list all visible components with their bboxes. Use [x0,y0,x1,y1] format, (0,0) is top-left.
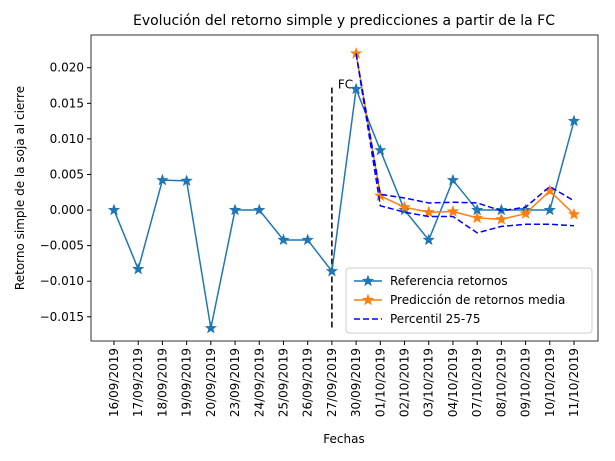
star-marker [301,233,314,246]
x-tick-label: 23/09/2019 [228,348,242,417]
series-line [355,53,575,234]
star-marker [446,205,460,217]
x-tick-label: 07/10/2019 [470,348,484,417]
series-line [355,53,575,212]
legend-marker [361,274,375,287]
x-tick-label: 19/09/2019 [180,348,194,417]
x-tick-label: 18/09/2019 [155,348,169,417]
star-marker [180,174,193,187]
star-marker [422,205,435,218]
star-marker [495,203,508,216]
star-marker [567,207,581,220]
x-tick-label: 08/10/2019 [494,348,508,417]
y-axis-label: Retorno simple de la soja al cierre [13,86,27,290]
x-tick-label: 04/10/2019 [446,348,460,417]
plot-frame [90,34,599,342]
x-tick-label: 24/09/2019 [252,348,266,417]
x-tick-label: 26/09/2019 [301,348,315,417]
x-tick-label: 30/09/2019 [349,348,363,417]
y-tick-label: −0.015 [40,310,84,324]
legend-label: Predicción de retornos media [390,293,565,307]
x-tick-label: 01/10/2019 [373,348,387,417]
y-tick-label: 0.005 [50,167,84,181]
y-tick-label: 0.015 [50,96,84,110]
x-tick-label: 16/09/2019 [107,348,121,417]
series-line [355,53,575,221]
star-marker [422,233,435,246]
star-marker [543,203,556,216]
y-tick-label: −0.005 [40,239,84,253]
star-marker [253,203,266,216]
x-tick-label: 25/09/2019 [276,348,290,417]
star-marker [325,264,339,277]
x-tick-label: 27/09/2019 [325,348,339,417]
x-tick-label: 17/09/2019 [131,348,145,417]
star-marker [471,211,484,224]
star-marker [519,207,532,219]
star-marker [156,173,169,186]
star-marker [446,173,460,186]
star-marker [228,203,242,216]
x-tick-label: 10/10/2019 [543,348,557,417]
x-tick-label: 11/10/2019 [567,348,581,417]
y-tick-label: 0.000 [50,203,84,217]
chart-title: Evolución del retorno simple y prediccio… [133,13,555,29]
star-marker [132,262,145,275]
star-marker [567,114,581,127]
legend-box [345,267,593,334]
fc-label: FC [338,78,353,92]
y-tick-label: −0.010 [40,274,84,288]
x-tick-label: 09/10/2019 [519,348,533,417]
star-marker [107,203,121,216]
star-marker [495,212,508,225]
x-tick-label: 03/10/2019 [422,348,436,417]
star-marker [349,82,363,95]
x-tick-label: 20/09/2019 [204,348,218,417]
star-marker [398,200,411,213]
x-tick-label: 02/10/2019 [398,348,412,417]
star-marker [374,143,387,156]
legend-marker [361,293,375,306]
legend-label: Percentil 25-75 [390,312,481,326]
y-tick-label: 0.010 [50,132,84,146]
star-marker [277,233,290,246]
y-tick-label: 0.020 [50,61,84,75]
x-axis-label: Fechas [323,432,364,446]
star-marker [204,321,217,334]
legend-label: Referencia retornos [390,274,508,288]
